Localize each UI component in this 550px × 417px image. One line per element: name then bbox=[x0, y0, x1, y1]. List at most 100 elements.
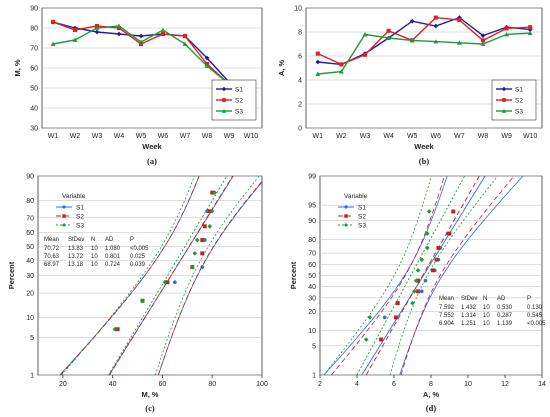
y-tick-label: 90 bbox=[26, 174, 34, 181]
x-tick-label: W5 bbox=[136, 133, 147, 140]
data-point bbox=[480, 38, 486, 43]
data-point bbox=[160, 27, 166, 32]
legend-title: Variable bbox=[62, 193, 86, 200]
y-tick-label: 95 bbox=[308, 203, 316, 210]
data-point bbox=[138, 39, 144, 44]
stats-cell: 10 bbox=[91, 254, 98, 260]
x-tick-label: W10 bbox=[244, 133, 259, 140]
y-tick-label: 2 bbox=[298, 102, 302, 109]
stats-cell: 10 bbox=[91, 246, 98, 252]
data-point bbox=[413, 278, 419, 283]
legend-label: S2 bbox=[358, 213, 366, 220]
y-tick-label: 70 bbox=[26, 215, 34, 222]
y-tick-label: 30 bbox=[30, 126, 38, 133]
legend-label: S1 bbox=[515, 87, 523, 94]
legend-marker bbox=[221, 108, 227, 113]
stats-header: AD bbox=[105, 237, 114, 243]
series-line-s3 bbox=[317, 32, 531, 75]
y-tick-label: 60 bbox=[26, 230, 34, 237]
stats-cell: <0.005 bbox=[130, 246, 149, 252]
x-tick-label: W2 bbox=[70, 133, 81, 140]
panel-c: 1 5 10 20 30 40 50 60 70 80 90 20 40 60 80 100 M, % Perce… bbox=[7, 174, 268, 414]
data-point bbox=[162, 279, 168, 285]
y-tick-label: 20 bbox=[308, 309, 316, 316]
data-point bbox=[504, 26, 509, 31]
y-tick-label: 90 bbox=[308, 218, 316, 225]
x-tick-label: 8 bbox=[429, 381, 433, 388]
data-point bbox=[204, 55, 210, 61]
y-tick-label: 80 bbox=[308, 237, 316, 244]
x-tick-label: W6 bbox=[158, 133, 169, 140]
series-line-s2 bbox=[52, 21, 252, 105]
plot-area bbox=[323, 176, 524, 375]
data-point bbox=[115, 327, 120, 332]
stats-cell: 0.039 bbox=[130, 262, 146, 268]
x-tick-label: 80 bbox=[208, 381, 216, 388]
x-tick-label: W8 bbox=[202, 133, 213, 140]
confidence-band-s2 bbox=[400, 176, 515, 375]
x-tick-label: 2 bbox=[318, 381, 322, 388]
legend-label: S2 bbox=[515, 98, 523, 105]
stats-cell: 7.592 bbox=[439, 305, 455, 311]
legend-label: S1 bbox=[358, 204, 366, 211]
data-point bbox=[116, 25, 122, 31]
panel-a: 30 40 50 60 70 80 90 W1 W2 W3 W4 W5 W6 W7 W8 W9 W10 Week M… bbox=[13, 6, 263, 166]
x-tick-label: 14 bbox=[538, 381, 546, 388]
data-point bbox=[116, 23, 122, 28]
data-point bbox=[436, 245, 441, 250]
data-point bbox=[447, 231, 452, 236]
data-point bbox=[94, 29, 100, 35]
stats-cell: 0.545 bbox=[527, 313, 543, 319]
data-point bbox=[50, 19, 56, 25]
y-tick-label: 4 bbox=[298, 78, 302, 85]
legend-label: S1 bbox=[76, 204, 84, 211]
legend-label: S3 bbox=[358, 222, 366, 229]
data-point bbox=[433, 39, 439, 44]
x-tick-label: W3 bbox=[360, 133, 371, 140]
stats-header: StDev bbox=[461, 296, 477, 302]
stats-header: N bbox=[483, 296, 487, 302]
data-point bbox=[433, 15, 438, 20]
legend-label: S2 bbox=[235, 98, 243, 105]
stats-cell: 0.724 bbox=[105, 262, 121, 268]
x-axis-label: A, % bbox=[423, 390, 440, 399]
y-tick-label: 8 bbox=[298, 30, 302, 37]
y-tick-label: 30 bbox=[26, 273, 34, 280]
data-point bbox=[415, 268, 421, 273]
data-point bbox=[425, 245, 430, 251]
x-tick-label: W7 bbox=[180, 133, 191, 140]
data-point bbox=[409, 38, 415, 43]
stats-cell: 10 bbox=[483, 321, 490, 327]
legend-marker bbox=[501, 108, 507, 113]
x-tick-label: W2 bbox=[336, 133, 347, 140]
stats-cell: 70.63 bbox=[44, 254, 60, 260]
data-point bbox=[315, 59, 321, 65]
confidence-band-s2 bbox=[60, 176, 200, 375]
fit-line-s3 bbox=[108, 176, 228, 375]
stats-cell: 1.139 bbox=[497, 321, 513, 327]
data-point bbox=[433, 23, 439, 29]
y-tick-label: 90 bbox=[30, 6, 38, 13]
stats-cell: 1.080 bbox=[105, 246, 121, 252]
y-tick-label: 60 bbox=[30, 66, 38, 73]
data-point bbox=[207, 223, 213, 229]
legend-marker bbox=[221, 86, 227, 92]
x-tick-label: 12 bbox=[501, 381, 509, 388]
data-point bbox=[395, 301, 400, 306]
data-point bbox=[423, 278, 428, 283]
data-point bbox=[451, 209, 456, 214]
stats-header: Mean bbox=[44, 237, 59, 243]
data-point bbox=[382, 315, 387, 320]
x-tick-label: W1 bbox=[313, 133, 324, 140]
data-point bbox=[528, 25, 533, 30]
data-point bbox=[393, 315, 398, 320]
legend-marker bbox=[501, 86, 507, 92]
legend-marker bbox=[344, 214, 348, 218]
stats-header: AD bbox=[497, 296, 506, 302]
data-point bbox=[339, 69, 344, 74]
legend-marker bbox=[344, 205, 348, 209]
stats-cell: 1.314 bbox=[461, 313, 477, 319]
y-tick-label: 20 bbox=[26, 291, 34, 298]
series-line-s1 bbox=[52, 21, 252, 107]
series-line-s2 bbox=[317, 16, 531, 66]
